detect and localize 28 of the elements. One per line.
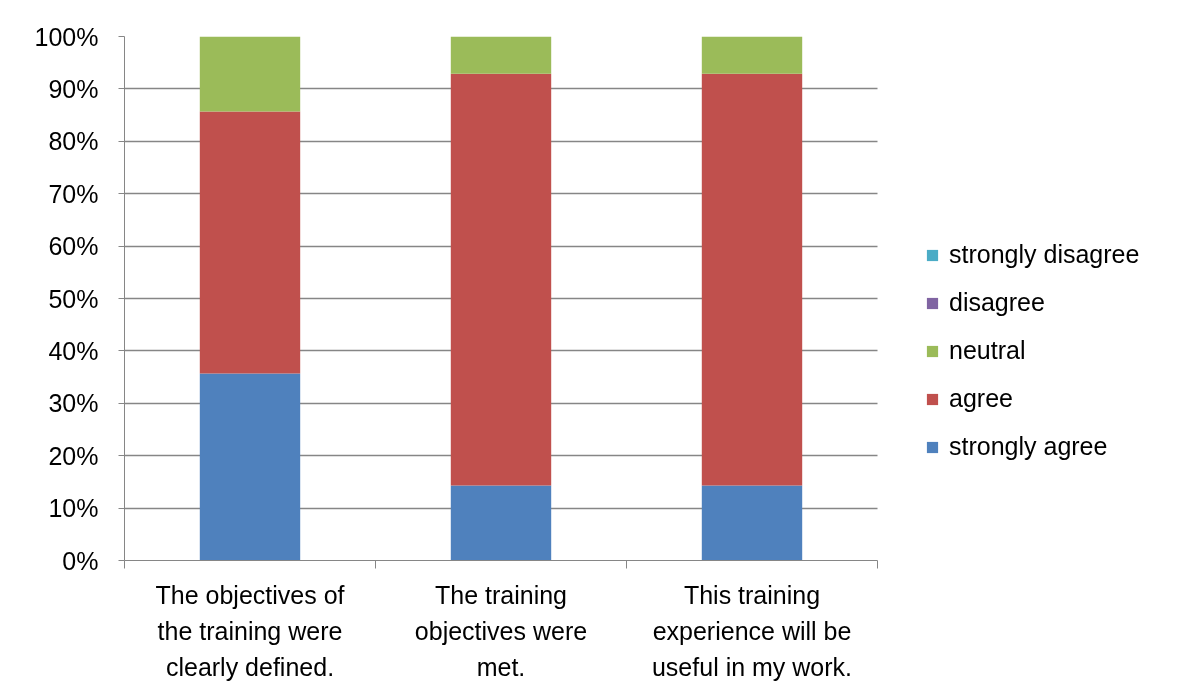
- legend-label: strongly disagree: [949, 240, 1140, 269]
- y-tick-label: 0%: [62, 546, 99, 575]
- legend-label: neutral: [949, 336, 1026, 365]
- y-tick-label: 50%: [48, 284, 99, 313]
- y-tick-label: 20%: [48, 441, 99, 470]
- y-tick-label: 90%: [48, 74, 99, 103]
- bar: [199, 36, 301, 112]
- y-tick-label: 10%: [48, 494, 99, 523]
- legend-label: strongly agree: [949, 432, 1108, 461]
- bar: [701, 485, 803, 561]
- legend-label: agree: [949, 384, 1013, 413]
- y-tick-label: 60%: [48, 232, 99, 261]
- bar: [701, 36, 803, 74]
- y-tick-label: 40%: [48, 336, 99, 365]
- y-tick-label: 80%: [48, 127, 99, 156]
- y-tick-label: 70%: [48, 179, 99, 208]
- bar: [701, 73, 803, 486]
- x-tick-label: This training experience will be useful in my work.: [651, 580, 853, 682]
- y-tick-label: 30%: [48, 389, 99, 418]
- bar: [450, 36, 552, 74]
- y-tick-label: 100%: [34, 22, 99, 51]
- bar: [199, 373, 301, 561]
- bar: [199, 111, 301, 374]
- bar: [450, 73, 552, 486]
- bar: [450, 485, 552, 561]
- x-tick-label: The objectives of the training were clearly defined.: [155, 580, 345, 682]
- legend-label: disagree: [949, 288, 1045, 317]
- x-tick-label: The training objectives were met.: [414, 580, 588, 682]
